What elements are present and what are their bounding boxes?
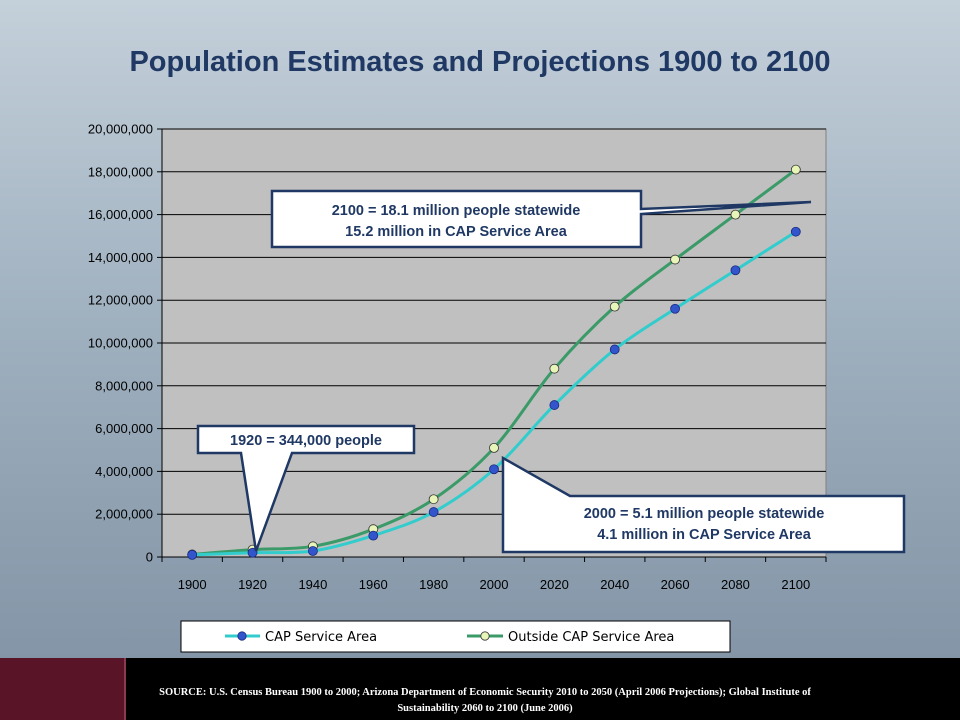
chart: 0 2,000,000 4,000,000 6,000,000 8,000,000 10,…: [88, 122, 906, 653]
series-point-outside: [670, 254, 680, 265]
series-point-cap: [670, 303, 680, 314]
legend-cap-label: CAP Service Area: [265, 630, 377, 645]
footer: SOURCE: U.S. Census Bureau 1900 to 2000;…: [0, 658, 960, 720]
callout-2000: 2000 = 5.1 million people statewide 4.1 …: [501, 455, 906, 554]
x-tick-label: 1920: [238, 577, 267, 592]
x-tick-label: 1960: [359, 577, 388, 592]
series-point-cap: [549, 400, 560, 410]
legend-outside-label: Outside CAP Service Area: [508, 630, 674, 645]
y-tick-label: 14,000,000: [88, 250, 153, 265]
y-tick-label: 20,000,000: [88, 122, 153, 137]
callout-2000-line2: 4.1 million in CAP Service Area: [597, 527, 811, 543]
slide-title: Population Estimates and Projections 190…: [129, 46, 831, 78]
callout-2000-line1: 2000 = 5.1 million people statewide: [584, 506, 825, 522]
x-tick-label: 2080: [721, 577, 750, 592]
series-point-outside: [609, 301, 620, 312]
y-tick-label: 4,000,000: [95, 464, 153, 479]
footer-source-line1: SOURCE: U.S. Census Bureau 1900 to 2000;…: [159, 687, 811, 698]
series-point-cap: [489, 464, 499, 475]
callout-1920: 1920 = 344,000 people: [196, 424, 416, 552]
x-tick-label: 1940: [298, 577, 327, 592]
footer-accent: [0, 658, 126, 720]
callout-2100-line1: 2100 = 18.1 million people statewide: [332, 203, 581, 219]
series-point-outside: [489, 442, 499, 453]
gridlines: [162, 128, 826, 515]
callout-2100-line2: 15.2 million in CAP Service Area: [345, 224, 568, 240]
y-ticks: 0 2,000,000 4,000,000 6,000,000 8,000,000 10,…: [88, 122, 162, 565]
series-point-outside: [428, 494, 439, 505]
footer-source-line2: Sustainability 2060 to 2100 (June 2006): [397, 703, 573, 714]
series-point-cap: [790, 226, 801, 237]
series-point-outside: [549, 363, 560, 374]
callout-2100: 2100 = 18.1 million people statewide 15.…: [270, 189, 812, 249]
x-tick-label: 2060: [661, 577, 690, 592]
x-tick-label: 1980: [419, 577, 448, 592]
series-point-cap: [428, 507, 439, 517]
series-point-cap: [730, 265, 741, 276]
y-tick-label: 2,000,000: [95, 507, 153, 522]
legend-outside-swatch-marker: [480, 631, 490, 641]
y-tick-label: 12,000,000: [88, 293, 153, 308]
y-tick-label: 10,000,000: [88, 336, 153, 351]
x-tick-label: 2100: [781, 577, 810, 592]
legend: CAP Service Area Outside CAP Service Are…: [180, 620, 731, 653]
x-ticks: 1900 1920 1940 1960 1980 2000 2020 2040 2060 2080…: [161, 557, 827, 592]
y-tick-label: 8,000,000: [95, 378, 153, 393]
footer-source: SOURCE: U.S. Census Bureau 1900 to 2000;…: [60, 685, 910, 717]
y-tick-label: 16,000,000: [88, 207, 153, 222]
series-point-cap: [308, 546, 318, 556]
y-tick-label: 0: [146, 550, 153, 565]
series-line-outside: [192, 168, 797, 556]
x-tick-label: 1900: [178, 577, 207, 592]
y-tick-label: 18,000,000: [88, 164, 153, 179]
x-tick-label: 2000: [480, 577, 509, 592]
legend-cap-swatch-marker: [237, 631, 247, 641]
series-point-cap: [368, 530, 379, 541]
series-point-outside: [790, 164, 801, 175]
series-point-cap: [609, 344, 620, 355]
legend-box: [180, 620, 731, 653]
series-point-outside: [730, 209, 741, 220]
y-tick-label: 6,000,000: [95, 421, 153, 436]
callout-1920-line1: 1920 = 344,000 people: [230, 433, 382, 449]
x-tick-label: 2020: [540, 577, 569, 592]
series-point-cap: [187, 549, 198, 560]
x-tick-label: 2040: [600, 577, 629, 592]
